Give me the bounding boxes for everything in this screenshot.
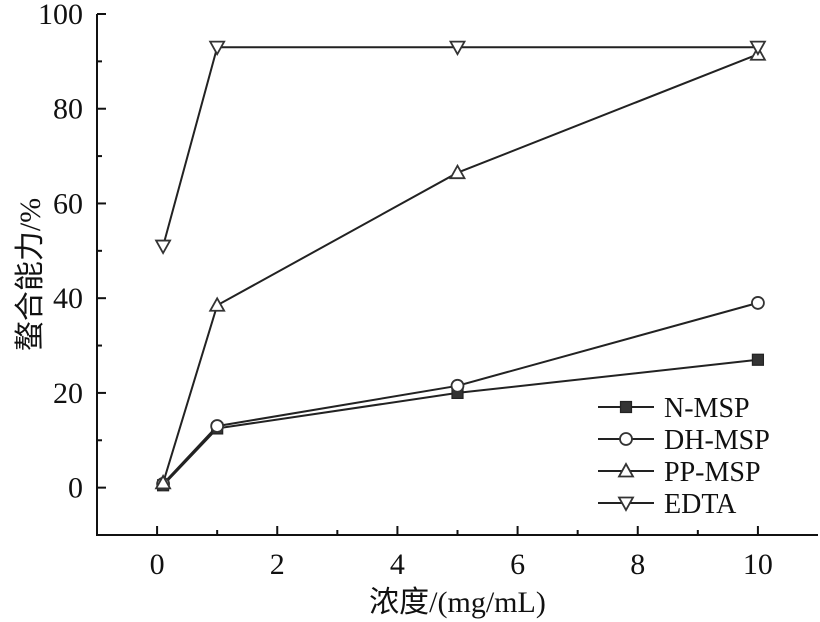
legend-item-n-msp: N-MSP <box>598 393 750 424</box>
y-axis-title: 螯合能力/% <box>14 198 47 351</box>
plot-area <box>154 40 767 492</box>
series-line-dh-msp <box>162 301 759 485</box>
data-point-pp-msp <box>448 163 467 180</box>
y-tick-label: 0 <box>68 472 83 505</box>
data-point-pp-msp <box>154 474 172 490</box>
y-axis-ticks: 0 20 40 60 80 100 <box>38 0 106 505</box>
legend-marker <box>617 462 635 478</box>
x-tick-label: 10 <box>743 548 773 581</box>
y-tick-label: 60 <box>53 187 83 220</box>
y-tick-label: 80 <box>53 93 83 126</box>
x-axis-title: 浓度/(mg/mL) <box>369 586 546 619</box>
legend-item-edta: EDTA <box>598 489 737 520</box>
x-tick-label: 8 <box>630 548 645 581</box>
legend-marker <box>619 432 633 446</box>
data-point-pp-msp <box>208 296 226 312</box>
series-dh-msp <box>156 296 765 491</box>
data-point-edta <box>749 40 767 56</box>
x-axis-ticks: 0 2 4 6 8 10 <box>150 526 773 581</box>
y-tick-label: 100 <box>38 0 83 31</box>
legend-item-pp-msp: PP-MSP <box>598 457 761 488</box>
legend-label: EDTA <box>664 489 737 520</box>
legend-marker <box>617 496 635 512</box>
data-point-edta <box>154 239 172 255</box>
legend-label: N-MSP <box>664 393 750 424</box>
legend-label: DH-MSP <box>664 425 770 456</box>
data-point-edta <box>448 40 467 56</box>
data-point-n-msp <box>751 353 765 366</box>
data-point-dh-msp <box>751 296 765 310</box>
series-pp-msp <box>154 45 767 490</box>
series-line-n-msp <box>162 358 759 486</box>
data-point-dh-msp <box>450 378 465 393</box>
data-point-edta <box>208 40 226 56</box>
legend-item-dh-msp: DH-MSP <box>598 425 770 456</box>
series-line-edta <box>162 46 758 247</box>
series-edta <box>154 40 767 255</box>
y-tick-label: 20 <box>53 377 83 410</box>
x-tick-label: 6 <box>510 548 525 581</box>
legend-marker <box>619 400 633 414</box>
x-tick-label: 0 <box>150 548 165 581</box>
y-tick-label: 40 <box>53 282 83 315</box>
x-tick-label: 4 <box>390 548 405 581</box>
data-point-dh-msp <box>210 419 225 433</box>
legend-label: PP-MSP <box>664 457 761 488</box>
x-tick-label: 2 <box>270 548 285 581</box>
series-line-pp-msp <box>162 53 759 484</box>
